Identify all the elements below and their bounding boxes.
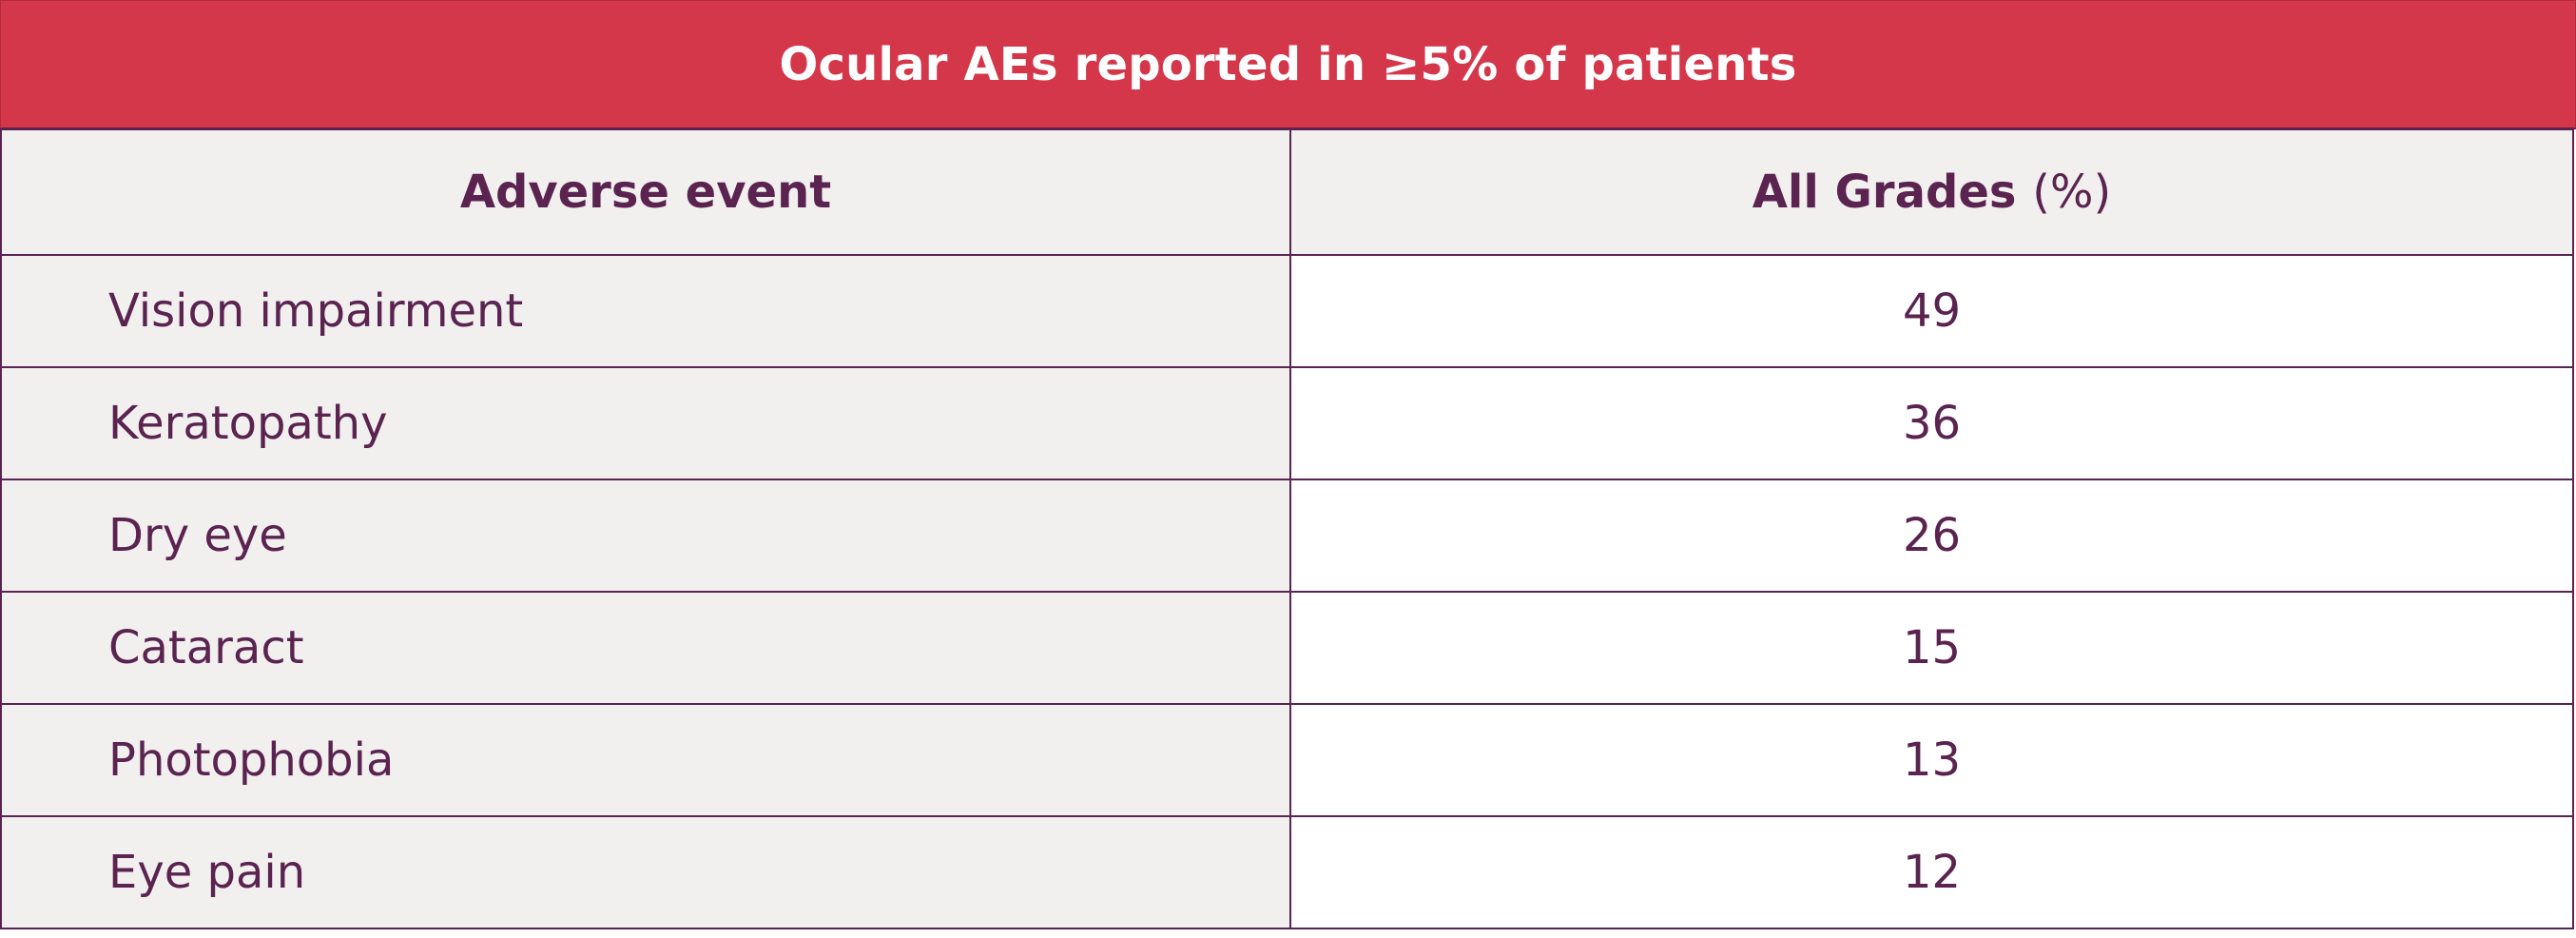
event-cell: Photophobia <box>0 703 1291 817</box>
column-header-unit: (%) <box>2032 166 2112 219</box>
event-cell: Keratopathy <box>0 366 1291 480</box>
event-cell: Vision impairment <box>0 254 1291 368</box>
value-cell: 36 <box>1289 366 2574 480</box>
value-cell: 13 <box>1289 703 2574 817</box>
column-header-all-grades: All Grades (%) <box>1289 128 2574 256</box>
event-cell: Eye pain <box>0 815 1291 929</box>
column-header-all-grades-label: All Grades <box>1752 166 2017 219</box>
table-title: Ocular AEs reported in ≥5% of patients <box>779 37 1797 91</box>
data-table: Adverse event All Grades (%) Vision impa… <box>0 128 2574 929</box>
event-cell: Cataract <box>0 591 1291 705</box>
value-cell: 26 <box>1289 479 2574 593</box>
header-row: Adverse event All Grades (%) <box>0 128 2574 256</box>
value-cell: 12 <box>1289 815 2574 929</box>
table-row: Cataract 15 <box>0 591 2574 705</box>
table-row: Keratopathy 36 <box>0 366 2574 480</box>
event-cell: Dry eye <box>0 479 1291 593</box>
table-row: Dry eye 26 <box>0 479 2574 593</box>
column-header-adverse-event: Adverse event <box>0 128 1291 256</box>
value-cell: 15 <box>1289 591 2574 705</box>
table-row: Vision impairment 49 <box>0 254 2574 368</box>
table-title-bar: Ocular AEs reported in ≥5% of patients <box>0 0 2576 129</box>
table-row: Photophobia 13 <box>0 703 2574 817</box>
column-header-adverse-event-label: Adverse event <box>459 166 832 219</box>
table-row: Eye pain 12 <box>0 815 2574 929</box>
value-cell: 49 <box>1289 254 2574 368</box>
